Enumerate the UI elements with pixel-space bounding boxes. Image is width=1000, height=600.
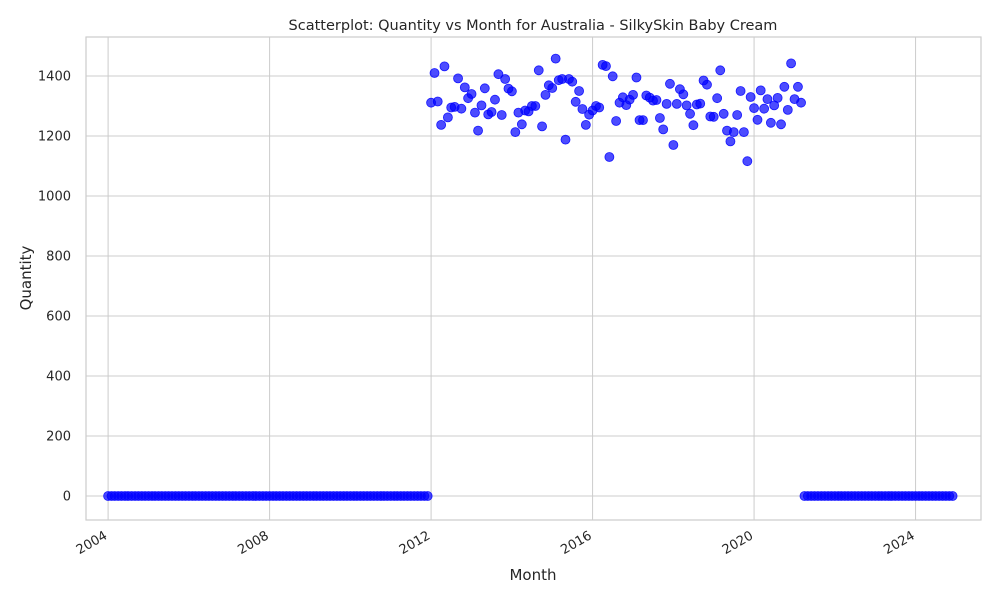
data-point: [442, 112, 453, 123]
data-point: [745, 92, 756, 102]
data-point: [439, 61, 450, 72]
data-point: [547, 83, 558, 93]
data-point: [668, 140, 679, 150]
data-point: [712, 93, 723, 104]
data-point: [735, 86, 746, 96]
y-tick-label: 600: [46, 310, 71, 325]
data-point: [611, 116, 622, 126]
data-point: [681, 100, 692, 111]
data-point: [786, 58, 796, 69]
data-point: [466, 89, 477, 99]
data-point: [574, 86, 584, 96]
data-point: [601, 61, 611, 71]
data-point: [725, 136, 736, 147]
data-point: [742, 156, 753, 167]
y-tick-label: 1400: [38, 70, 71, 85]
data-point: [436, 120, 447, 130]
data-points: [103, 53, 958, 501]
data-point: [631, 72, 642, 83]
data-point: [516, 119, 527, 130]
data-point: [678, 89, 689, 100]
data-point: [728, 127, 739, 138]
data-point: [607, 71, 618, 82]
grid: [86, 37, 981, 520]
data-point: [947, 491, 958, 501]
data-point: [671, 99, 682, 109]
data-point: [533, 65, 544, 76]
data-point: [594, 102, 605, 113]
data-point: [695, 98, 706, 109]
data-point: [493, 69, 504, 80]
y-tick-label: 200: [46, 430, 71, 445]
data-point: [567, 76, 578, 87]
data-point: [651, 95, 662, 105]
data-point: [685, 108, 695, 119]
data-point: [550, 53, 561, 64]
data-point: [762, 94, 773, 104]
data-point: [496, 110, 507, 120]
data-point: [470, 107, 480, 118]
data-point: [604, 152, 615, 162]
data-point: [476, 100, 487, 111]
data-point: [432, 96, 443, 107]
data-point: [752, 114, 763, 125]
data-point: [655, 113, 665, 123]
data-point: [765, 117, 776, 128]
y-axis-label: Quantity: [17, 245, 35, 310]
data-point: [732, 110, 743, 120]
data-point: [486, 107, 497, 117]
data-point: [570, 96, 581, 107]
data-point: [506, 86, 517, 97]
data-point: [779, 81, 790, 92]
data-point: [422, 491, 433, 501]
y-tick-label: 1200: [38, 130, 71, 145]
y-tick-label: 800: [46, 250, 71, 265]
data-point: [715, 65, 726, 76]
y-tick-label: 0: [63, 490, 71, 505]
data-point: [796, 97, 806, 108]
data-point: [739, 127, 749, 138]
data-point: [456, 103, 467, 114]
data-point: [540, 90, 551, 100]
plot-frame: [85, 36, 982, 521]
data-point: [772, 93, 783, 103]
data-point: [577, 104, 588, 114]
data-point: [453, 73, 463, 84]
data-point: [702, 79, 712, 90]
x-axis-label: Month: [509, 566, 556, 584]
data-point: [459, 82, 470, 93]
data-point: [759, 103, 770, 114]
data-point: [776, 119, 786, 130]
data-point: [755, 85, 766, 96]
chart-title: Scatterplot: Quantity vs Month for Austr…: [289, 18, 778, 34]
data-point: [638, 115, 648, 125]
data-point: [661, 99, 672, 109]
data-point: [479, 83, 490, 94]
data-point: [560, 134, 571, 145]
data-point: [530, 101, 541, 111]
data-point: [500, 74, 511, 84]
data-point: [708, 111, 719, 122]
data-point: [628, 90, 638, 100]
y-tick-label: 400: [46, 370, 71, 385]
data-point: [580, 120, 591, 130]
data-point: [665, 78, 675, 89]
y-tick-label: 1000: [38, 190, 71, 205]
data-point: [749, 103, 759, 113]
data-point: [537, 121, 547, 132]
data-point: [688, 120, 699, 131]
data-point: [658, 124, 669, 135]
data-point: [429, 68, 440, 78]
data-point: [793, 81, 803, 92]
data-point: [510, 127, 521, 138]
data-point: [782, 105, 793, 115]
data-point: [490, 94, 500, 105]
data-point: [473, 125, 483, 136]
data-point: [718, 108, 729, 119]
